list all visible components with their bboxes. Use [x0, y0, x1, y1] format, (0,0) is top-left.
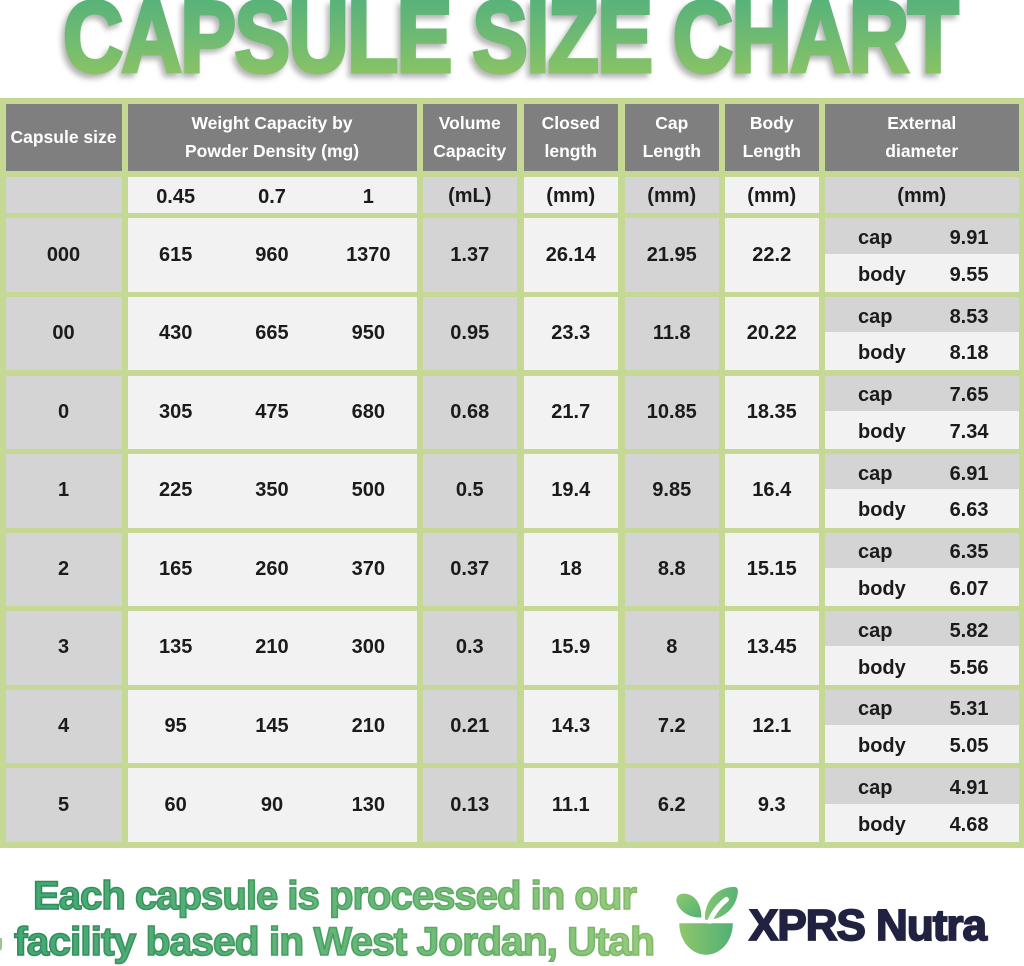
svg-text:Each capsule is processed in o: Each capsule is processed in our — [33, 874, 636, 918]
svg-text:CAPSULE SIZE CHART: CAPSULE SIZE CHART — [63, 0, 958, 94]
svg-text:facility based in West Jordan,: facility based in West Jordan, Utah — [14, 920, 654, 964]
